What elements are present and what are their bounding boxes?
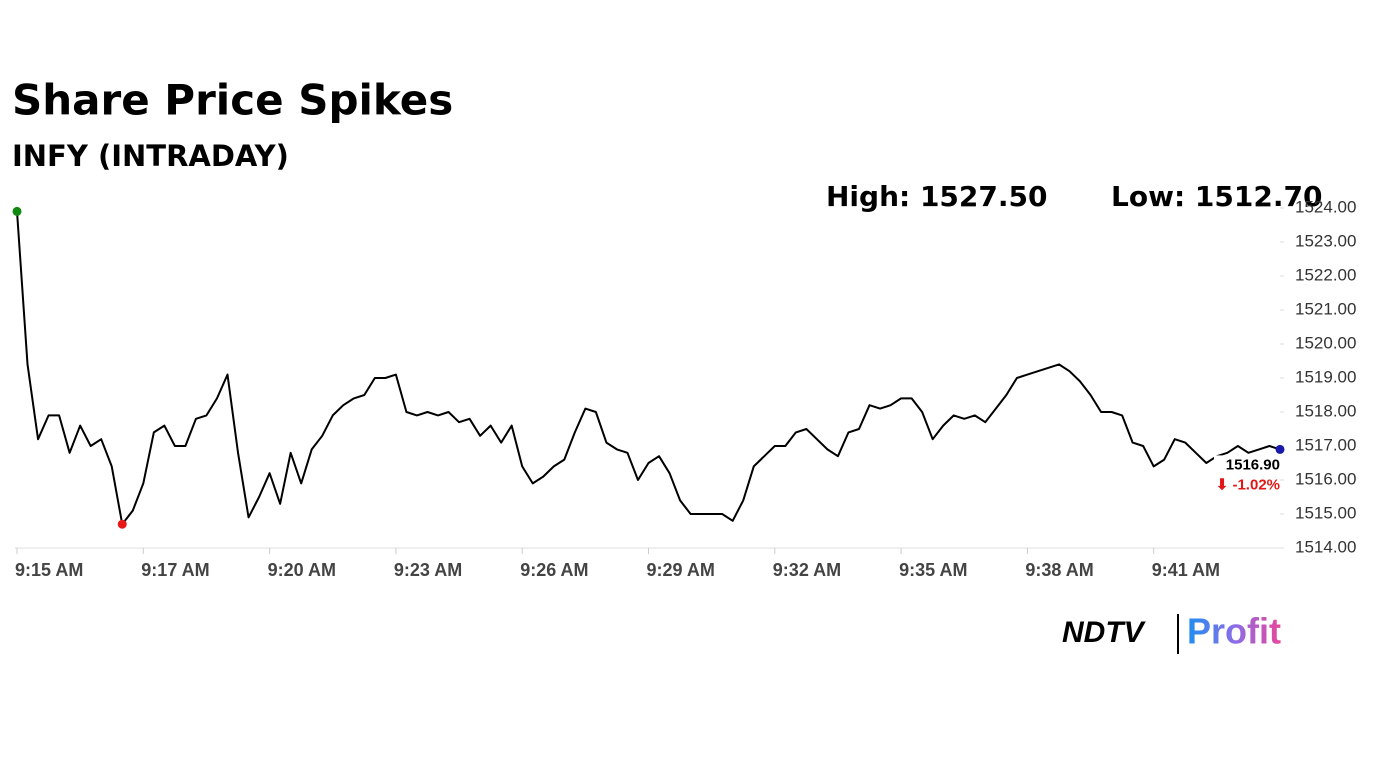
x-tick-label: 9:20 AM [268,560,336,580]
y-tick-label: 1523.00 [1295,231,1356,250]
price-line [16,211,1281,526]
y-tick-label: 1516.00 [1295,469,1356,488]
chart-subtitle: INFY (INTRADAY) [12,139,289,173]
chart-title: Share Price Spikes [12,76,453,125]
y-tick-label: 1520.00 [1295,333,1356,352]
x-tick-label: 9:23 AM [394,560,462,580]
y-tick-label: 1524.00 [1295,197,1356,216]
brand: NDTV [1062,616,1147,649]
x-tick-label: 9:35 AM [899,560,967,580]
x-tick-label: 9:32 AM [773,560,841,580]
high-label: High: 1527.50 [826,180,1047,213]
end-marker [1275,444,1285,454]
y-tick-label: 1519.00 [1295,367,1356,386]
x-tick-label: 9:26 AM [520,560,588,580]
start-marker [12,206,22,216]
y-tick-label: 1518.00 [1295,401,1356,420]
brand-sub: Profit [1187,611,1281,652]
low-marker [117,519,127,529]
low-label: Low: 1512.70 [1111,180,1322,213]
x-tick-label: 9:38 AM [1025,560,1093,580]
y-tick-label: 1515.00 [1295,503,1356,522]
y-tick-label: 1521.00 [1295,299,1356,318]
y-tick-label: 1517.00 [1295,435,1356,454]
x-tick-label: 9:17 AM [141,560,209,580]
x-tick-label: 9:29 AM [647,560,715,580]
y-tick-label: 1514.00 [1295,537,1356,556]
last-price-label: 1516.90 [1226,456,1280,473]
change-label: ⬇ -1.02% [1216,476,1280,493]
x-tick-label: 9:15 AM [15,560,83,580]
x-tick-label: 9:41 AM [1152,560,1220,580]
y-tick-label: 1522.00 [1295,265,1356,284]
last-label-bg [1214,455,1282,476]
